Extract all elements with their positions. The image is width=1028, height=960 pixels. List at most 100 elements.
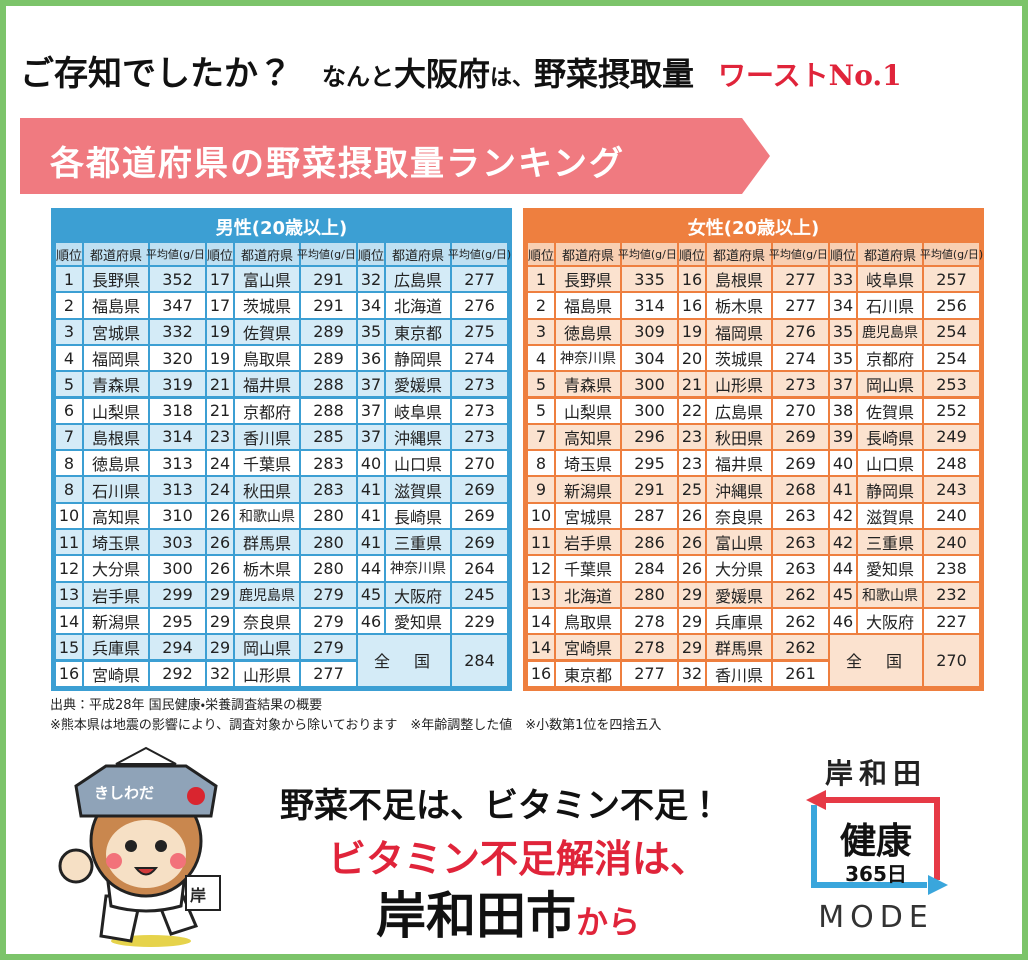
prefecture: 栃木県 [706, 292, 772, 319]
average: 285 [300, 423, 357, 451]
rank: 12 [527, 555, 555, 582]
prefecture: 大分県 [706, 555, 772, 582]
rank: 16 [55, 660, 83, 687]
rank: 46 [357, 607, 385, 635]
rank: 11 [55, 529, 83, 556]
rank: 3 [527, 318, 555, 345]
average: 335 [621, 266, 678, 293]
rank: 29 [678, 634, 706, 661]
average: 240 [923, 529, 980, 556]
prefecture: 岐阜県 [385, 397, 451, 424]
rank: 29 [206, 634, 234, 661]
rank: 26 [206, 502, 234, 529]
prefecture: 徳島県 [83, 450, 149, 477]
rank: 41 [357, 529, 385, 556]
average: 263 [772, 555, 829, 582]
prefecture: 鹿児島県 [857, 318, 923, 345]
rank: 36 [357, 344, 385, 372]
mascot-mouth [133, 867, 159, 876]
column-header: 平均値(g/日) [297, 242, 360, 266]
prefecture: 大分県 [83, 555, 149, 582]
prefecture: 青森県 [83, 371, 149, 398]
prefecture: 沖縄県 [706, 476, 772, 503]
prefecture: 東京都 [555, 660, 621, 687]
rank: 29 [206, 581, 234, 608]
column-header: 平均値(g/日) [920, 242, 983, 266]
average: 277 [772, 266, 829, 293]
banner-arrow [20, 118, 770, 194]
prefecture: 神奈川県 [385, 555, 451, 582]
average: 270 [772, 397, 829, 424]
prefecture: 青森県 [555, 371, 621, 398]
rank: 37 [829, 371, 857, 398]
average: 263 [772, 502, 829, 529]
rank: 19 [206, 344, 234, 372]
mascot-rose [187, 787, 205, 805]
prefecture: 岐阜県 [857, 266, 923, 293]
prefecture: 群馬県 [234, 529, 300, 556]
average: 249 [923, 423, 980, 451]
rank: 41 [357, 476, 385, 503]
rank: 8 [55, 476, 83, 503]
rank: 7 [527, 423, 555, 451]
logo-arrow-blue [811, 805, 927, 888]
banner-text: 各都道府県の野菜摂取量ランキング [50, 144, 625, 184]
average: 347 [149, 292, 206, 319]
prefecture: 愛知県 [857, 555, 923, 582]
average: 286 [621, 529, 678, 556]
rank: 9 [527, 476, 555, 503]
prefecture: 滋賀県 [385, 476, 451, 503]
prefecture: 愛媛県 [706, 581, 772, 608]
prefecture: 神奈川県 [555, 344, 621, 372]
prefecture: 大阪府 [385, 581, 451, 608]
column-header: 平均値(g/日) [146, 242, 209, 266]
average: 253 [923, 371, 980, 398]
banner-shape [20, 118, 770, 194]
logo-sub: 365日 [845, 862, 907, 886]
prefecture: 千葉県 [234, 450, 300, 477]
average: 277 [772, 292, 829, 319]
column-header: 平均値(g/日) [618, 242, 681, 266]
column-header: 都道府県 [857, 242, 923, 266]
average: 279 [300, 581, 357, 608]
rank: 21 [678, 371, 706, 398]
rank: 46 [829, 607, 857, 635]
rank: 13 [55, 581, 83, 608]
rank: 41 [829, 476, 857, 503]
prefecture: 愛媛県 [385, 371, 451, 398]
rank: 11 [527, 529, 555, 556]
rank: 3 [55, 318, 83, 345]
rank: 21 [206, 371, 234, 398]
average: 252 [923, 397, 980, 424]
average: 238 [923, 555, 980, 582]
rank: 8 [55, 450, 83, 477]
rank: 32 [206, 660, 234, 687]
rank: 41 [357, 502, 385, 529]
prefecture: 兵庫県 [706, 607, 772, 635]
rank: 34 [357, 292, 385, 319]
column-header: 都道府県 [555, 242, 621, 266]
mascot [58, 746, 221, 947]
prefecture: 茨城県 [706, 344, 772, 372]
rank: 10 [527, 502, 555, 529]
prefecture: 宮崎県 [555, 634, 621, 661]
prefecture: 山形県 [706, 371, 772, 398]
prefecture: 長野県 [83, 266, 149, 293]
average: 277 [300, 660, 357, 687]
rank: 26 [678, 529, 706, 556]
prefecture: 北海道 [555, 581, 621, 608]
average: 280 [300, 555, 357, 582]
footnote: ※熊本県は地震の影響により、調査対象から除いております ※年齢調整した値 ※小数… [50, 718, 662, 733]
mascot-hat-text: きしわだ [94, 784, 155, 802]
prefecture: 愛知県 [385, 607, 451, 635]
prefecture: 大阪府 [857, 607, 923, 635]
rank: 42 [829, 529, 857, 556]
logo-top: 岸和田 [824, 757, 927, 790]
prefecture: 和歌山県 [234, 502, 300, 529]
prefecture: 沖縄県 [385, 423, 451, 451]
prefecture: 奈良県 [706, 502, 772, 529]
prefecture: 宮城県 [83, 318, 149, 345]
mascot-fist [58, 848, 94, 884]
prefecture: 和歌山県 [857, 581, 923, 608]
average: 289 [300, 344, 357, 372]
